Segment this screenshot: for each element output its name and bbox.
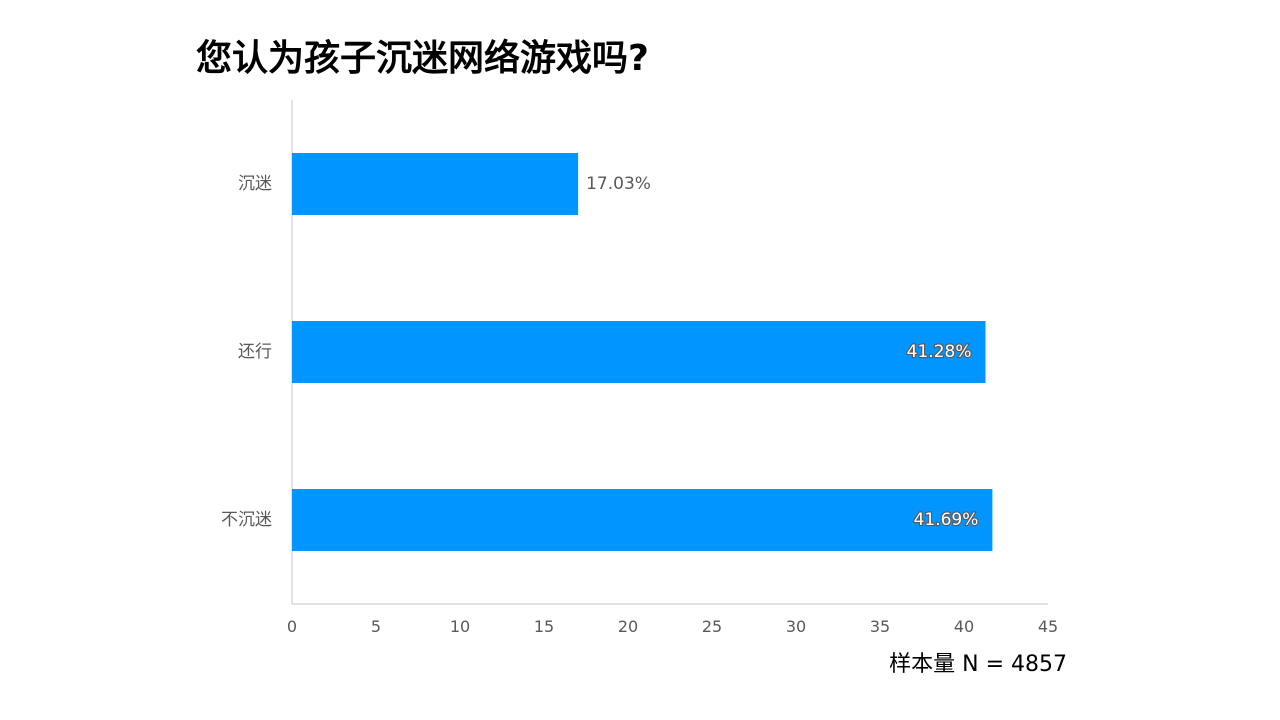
data-label: 17.03% [586,174,651,194]
data-label: 41.69% [914,510,979,530]
x-tick-label: 30 [786,617,806,636]
bar-2 [292,321,986,383]
bar-3 [292,489,993,551]
x-tick-label: 15 [534,617,554,636]
category-label: 不沉迷 [221,510,272,530]
x-tick-label: 0 [287,617,297,636]
x-tick-label: 45 [1038,617,1058,636]
x-tick-label: 25 [702,617,722,636]
data-labels: 17.03% 41.28% 41.69% [586,174,979,531]
data-label: 41.28% [907,342,972,362]
x-tick-label: 10 [450,617,470,636]
bars-group [292,153,993,551]
sample-size-note: 样本量 N = 4857 [889,652,1067,677]
x-tick-label: 40 [954,617,974,636]
x-tick-labels: 0 5 10 15 20 25 30 35 40 45 [287,617,1058,636]
chart-title: 您认为孩子沉迷网络游戏吗? [196,38,649,79]
category-label: 还行 [238,342,272,362]
x-tick-label: 35 [870,617,890,636]
x-tick-label: 5 [371,617,381,636]
category-label: 沉迷 [238,174,272,194]
bar-1 [292,153,579,215]
x-tick-label: 20 [618,617,638,636]
